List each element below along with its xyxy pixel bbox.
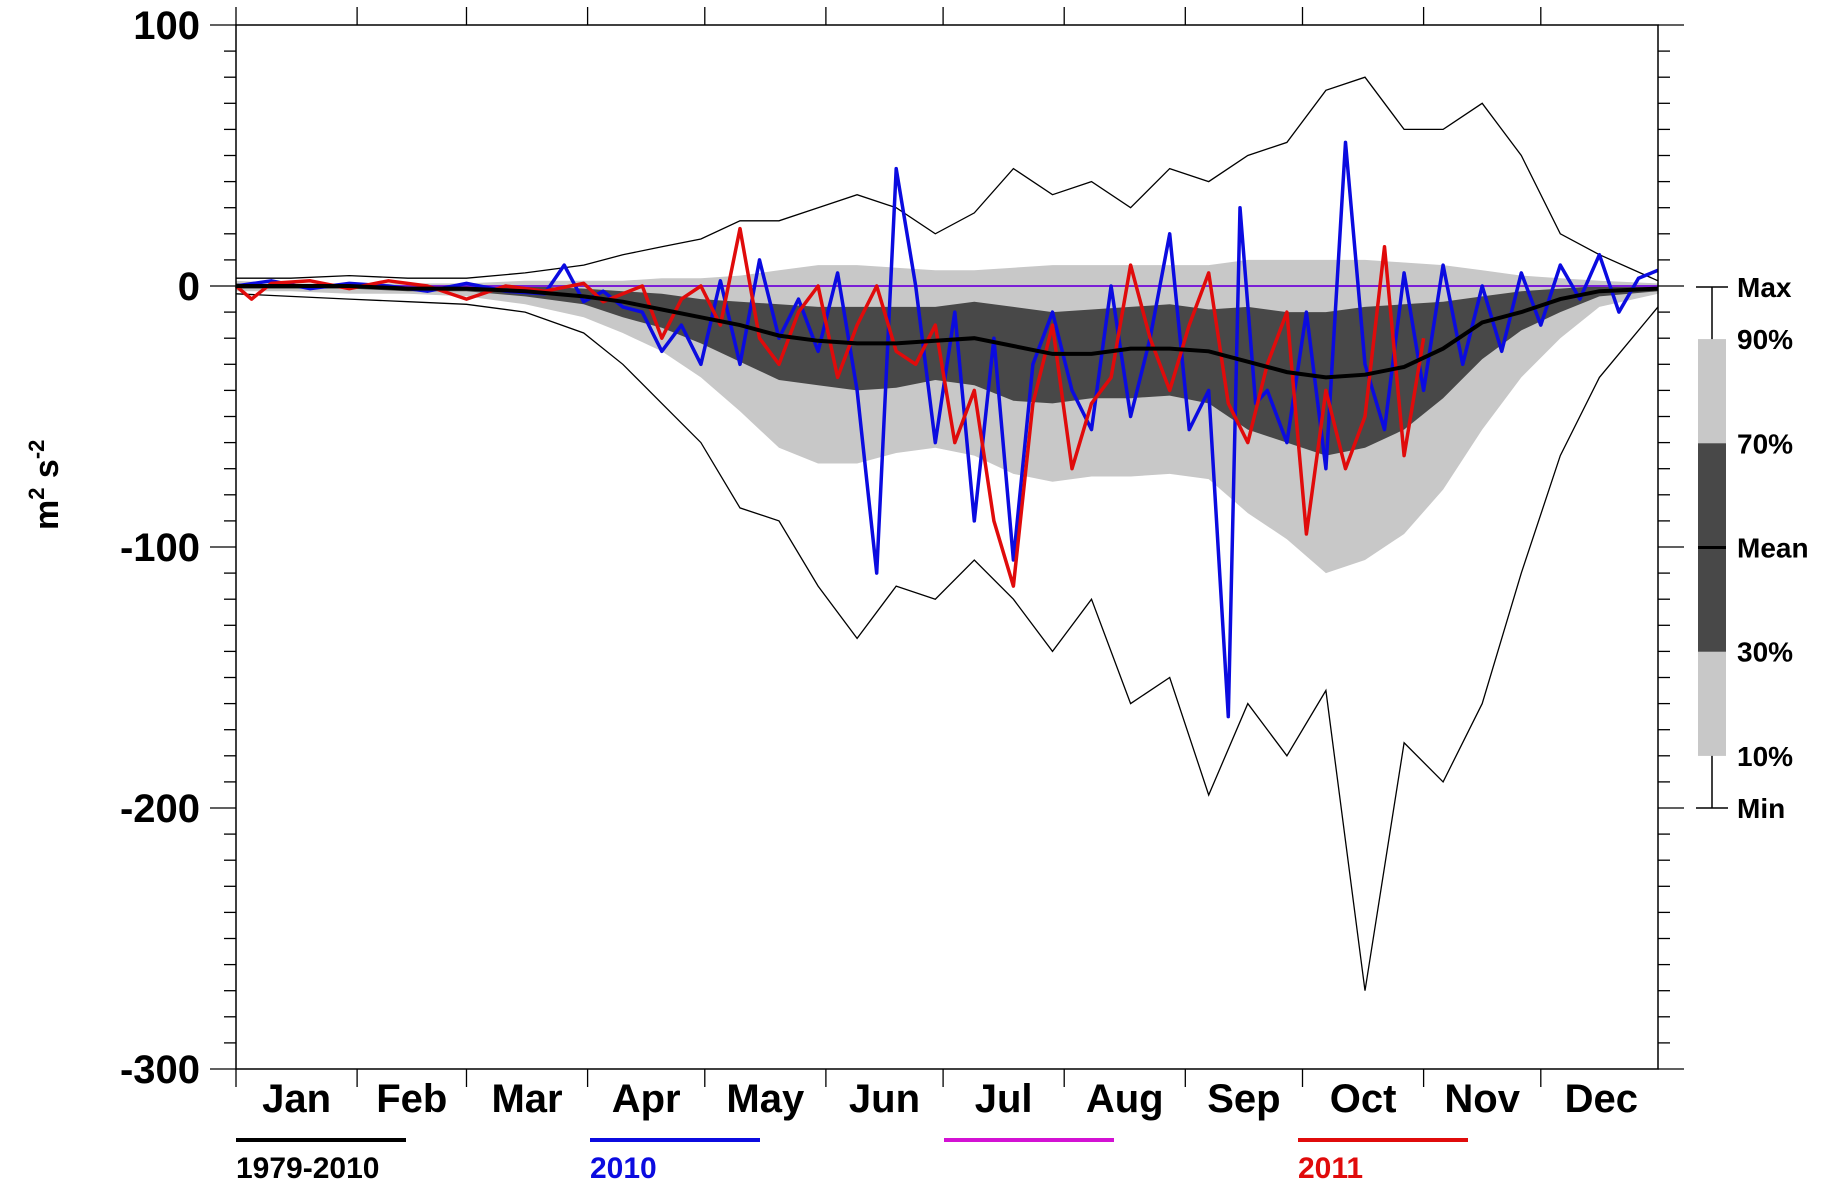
month-label: Jan xyxy=(262,1077,331,1121)
key-label: 90% xyxy=(1737,324,1793,355)
month-label: Dec xyxy=(1565,1077,1638,1121)
key-label: 70% xyxy=(1737,428,1793,459)
series-lines xyxy=(234,140,1659,719)
key-label: Max xyxy=(1737,272,1792,303)
percentile-bands xyxy=(236,259,1658,574)
month-label: Feb xyxy=(376,1077,447,1121)
y-tick-label: -300 xyxy=(120,1048,200,1092)
plot-frame xyxy=(235,24,1659,1070)
legend: 1979-2010 2010 2011 xyxy=(236,1138,1468,1185)
series-line-2010 xyxy=(235,140,1659,719)
legend-label: 1979-2010 xyxy=(236,1152,379,1185)
y-tick-label: -200 xyxy=(120,787,200,831)
month-label: Aug xyxy=(1086,1077,1164,1121)
legend-label: 2010 xyxy=(590,1152,657,1185)
y-axis-label: m2 s-2 xyxy=(24,440,66,530)
y-tick-label: 0 xyxy=(178,265,200,309)
month-label: Mar xyxy=(491,1077,562,1121)
mean-line xyxy=(236,284,1659,380)
mean-curve xyxy=(236,284,1659,380)
key-label: Min xyxy=(1737,793,1785,824)
percentile-key: Max 90% 70% Mean 30% 10% Min xyxy=(1696,272,1809,824)
key-label: Mean xyxy=(1737,533,1809,564)
month-label: Jun xyxy=(849,1077,920,1121)
min-line xyxy=(235,293,1659,991)
month-label: May xyxy=(726,1077,805,1121)
series-line-2011 xyxy=(234,226,1426,588)
y-tick-label: 100 xyxy=(133,4,200,48)
month-label: Jul xyxy=(975,1077,1033,1121)
axes: 100 0 -100 -200 -300 Jan Feb Mar Apr May Jun Jul Aug… xyxy=(120,4,1684,1121)
month-label: Oct xyxy=(1330,1077,1397,1121)
key-label: 10% xyxy=(1737,741,1793,772)
month-label: Apr xyxy=(612,1077,681,1121)
key-label: 30% xyxy=(1737,637,1793,668)
max-line xyxy=(236,76,1659,282)
month-label: Nov xyxy=(1444,1077,1520,1121)
legend-label: 2011 xyxy=(1298,1152,1363,1185)
min-max-lines xyxy=(235,76,1659,991)
y-tick-label: -100 xyxy=(120,526,200,570)
month-label: Sep xyxy=(1207,1077,1280,1121)
